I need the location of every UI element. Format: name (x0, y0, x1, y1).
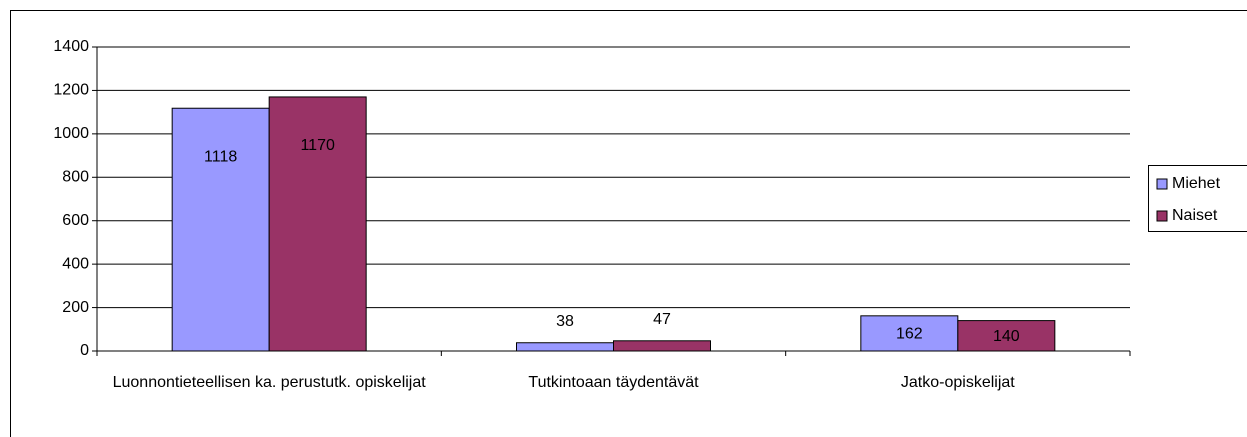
bar (860, 315, 959, 352)
y-tick-label: 200 (62, 299, 89, 316)
bar (516, 342, 614, 352)
y-tick-label: 1400 (53, 38, 89, 55)
chart-frame (10, 10, 1247, 437)
data-label: 38 (556, 313, 574, 330)
bar (268, 96, 367, 352)
legend-label: Naiset (1172, 207, 1218, 224)
data-label: 1170 (300, 137, 335, 154)
legend-swatch (1156, 178, 1168, 190)
data-label: 1118 (204, 148, 237, 165)
data-label: 47 (653, 311, 671, 328)
y-tick-label: 800 (62, 169, 89, 186)
data-label: 140 (993, 328, 1020, 345)
bar (957, 320, 1056, 352)
legend-label: Miehet (1172, 175, 1221, 192)
bar (613, 340, 711, 352)
y-tick-label: 400 (62, 255, 89, 272)
x-tick-label: Luonnontieteellisen ka. perustutk. opisk… (112, 374, 426, 391)
y-tick-label: 1200 (53, 82, 89, 99)
data-label: 162 (896, 326, 923, 343)
legend-swatch (1156, 210, 1168, 222)
y-tick-label: 1000 (53, 125, 89, 142)
x-tick-label: Tutkintoaan täydentävät (528, 374, 699, 391)
x-tick-label: Jatko-opiskelijat (900, 374, 1015, 391)
y-tick-label: 0 (80, 342, 89, 359)
y-tick-label: 600 (62, 212, 89, 229)
bar (171, 107, 270, 352)
